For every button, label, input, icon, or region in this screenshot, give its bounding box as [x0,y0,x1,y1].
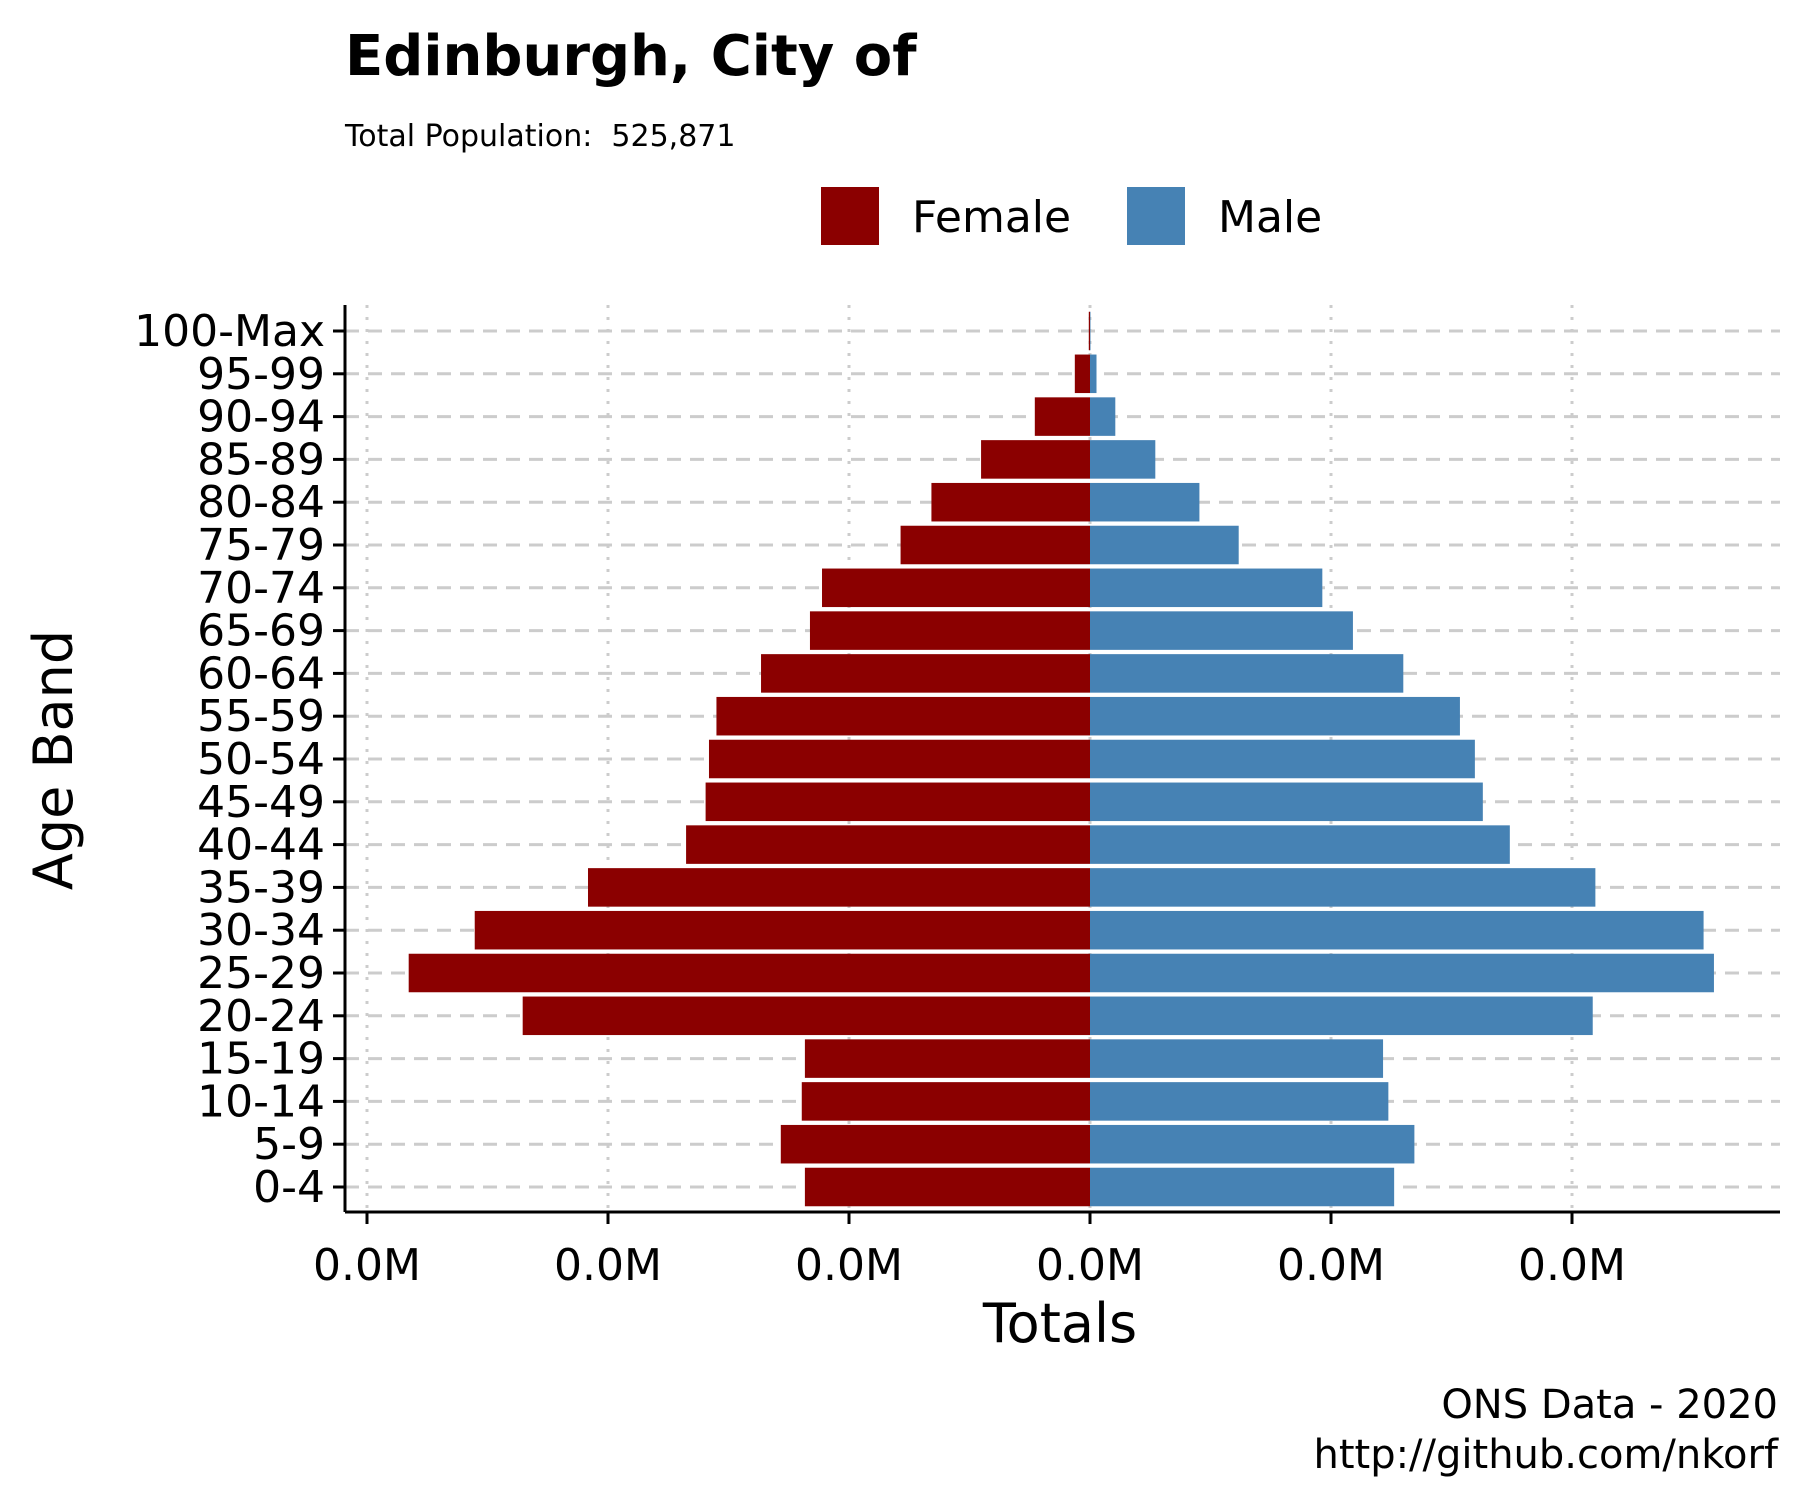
x-tick-label: 0.0M [795,1240,903,1291]
caption-url: http://github.com/nkorf [1313,1432,1778,1478]
bar-male [1090,825,1510,864]
bar-female [686,825,1090,864]
legend-label-female: Female [912,192,1071,243]
y-tick-label: 60-64 [197,648,325,699]
bar-female [900,525,1090,565]
bar-male [1090,1124,1415,1164]
bar-male [1090,868,1596,907]
bar-male [1090,782,1483,822]
legend-key-male [1127,187,1185,245]
y-tick-label: 75-79 [197,520,325,571]
bar-female [708,739,1090,779]
legend-label-male: Male [1218,192,1322,243]
y-tick-label: 50-54 [197,734,325,785]
y-tick-label: 10-14 [197,1076,325,1127]
chart-title: Edinburgh, City of [345,24,917,89]
y-tick-label: 80-84 [197,477,325,528]
x-tick-label: 0.0M [1518,1240,1626,1291]
y-tick-label: 85-89 [197,434,325,485]
plot-area: 0-45-910-1415-1920-2425-2930-3435-3940-4… [134,305,1780,1291]
bar-male [1090,1082,1389,1121]
y-tick-label: 5-9 [253,1119,325,1170]
x-axis-title: Totals [982,1292,1137,1355]
bar-female [1088,311,1090,351]
bar-male [1090,611,1353,650]
bar-male [1090,696,1460,736]
y-tick-label: 0-4 [253,1162,325,1213]
bar-female [931,482,1090,522]
bar-female [408,953,1090,993]
bar-male [1090,568,1323,608]
bar-female [804,1167,1090,1207]
x-tick-label: 0.0M [1036,1240,1144,1291]
caption-source: ONS Data - 2020 [1441,1382,1778,1428]
y-tick-label: 30-34 [197,905,325,956]
bar-male [1090,397,1116,436]
bar-female [587,868,1090,907]
bar-female [761,654,1090,693]
y-tick-label: 90-94 [197,392,325,443]
y-tick-label: 35-39 [197,862,325,913]
bar-female [716,696,1090,736]
y-tick-label: 70-74 [197,563,325,614]
x-tick-label: 0.0M [1277,1240,1385,1291]
y-tick-label: 65-69 [197,606,325,657]
bar-female [1074,354,1090,394]
y-tick-label: 40-44 [197,820,325,871]
bar-female [522,996,1090,1036]
bar-female [801,1082,1090,1121]
bar-female [822,568,1090,608]
bar-male [1090,953,1714,993]
bar-male [1090,996,1593,1036]
bar-male [1090,910,1704,950]
bar-male [1090,525,1239,565]
legend-key-female [821,187,879,245]
y-axis-title: Age Band [22,630,85,890]
chart-subtitle: Total Population: 525,871 [344,119,735,154]
bar-male [1090,1167,1395,1207]
y-tick-label: 20-24 [197,991,325,1042]
bar-female [474,910,1090,950]
y-tick-label: 45-49 [197,777,325,828]
bar-male [1090,1039,1384,1078]
bar-male [1090,354,1097,394]
bar-male [1090,654,1404,693]
x-tick-label: 0.0M [554,1240,662,1291]
y-tick-label: 25-29 [197,948,325,999]
bar-female [981,440,1090,479]
bar-female [705,782,1090,822]
y-tick-label: 100-Max [134,306,325,357]
y-tick-label: 95-99 [197,349,325,400]
bar-male [1090,739,1475,779]
bar-male [1090,482,1200,522]
y-tick-label: 55-59 [197,691,325,742]
bar-female [809,611,1090,650]
x-tick-label: 0.0M [313,1240,421,1291]
y-tick-label: 15-19 [197,1034,325,1085]
bar-male [1090,440,1156,479]
legend: Female Male [821,187,1322,245]
bar-female [804,1039,1090,1078]
bar-female [1034,397,1090,436]
bar-female [780,1124,1090,1164]
